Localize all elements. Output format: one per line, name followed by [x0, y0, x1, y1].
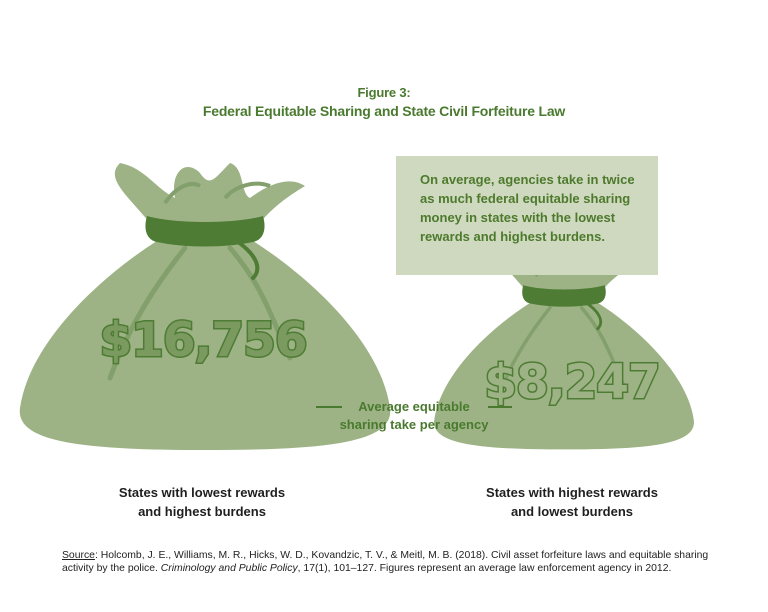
bag-crease — [107, 245, 188, 381]
source-text-1: : Holcomb, J. E., Williams, M. R., Hicks… — [62, 550, 709, 574]
value-label: $16,756 — [99, 313, 306, 368]
annotation-line-2: sharing take per agency — [340, 417, 490, 432]
category-label-highest-rewards: States with highest rewards and lowest b… — [486, 485, 658, 519]
source-key: Source — [62, 550, 95, 561]
figure-label: Figure 3: — [357, 85, 411, 100]
bag-crease — [227, 245, 293, 361]
bag-body — [434, 297, 694, 450]
category-label-lowest-rewards: States with lowest rewards and highest b… — [118, 485, 286, 519]
source-text-2: , 17(1), 101–127. Figures represent an a… — [297, 562, 672, 574]
bag-tie-string — [583, 300, 603, 331]
bag-crease — [495, 305, 552, 401]
source-journal: Criminology and Public Policy — [160, 562, 298, 574]
bag-top — [114, 163, 305, 223]
annotation-line-1: Average equitable — [358, 399, 470, 414]
callout-box: On average, agencies take in twice as mu… — [396, 156, 658, 275]
value-label: $8,247 — [484, 355, 659, 410]
money-bag-large: $16,756 — [19, 163, 391, 450]
bag-crease — [579, 305, 626, 387]
bag-crease — [223, 181, 271, 200]
bag-crease — [163, 182, 202, 205]
bag-body — [19, 233, 391, 450]
callout-text: On average, agencies take in twice as mu… — [420, 172, 635, 244]
source-note: Source: Holcomb, J. E., Williams, M. R.,… — [62, 550, 712, 575]
money-bag-small: $8,247 — [434, 248, 694, 450]
bag-tie-string — [233, 238, 260, 280]
figure-title: Federal Equitable Sharing and State Civi… — [202, 103, 566, 119]
